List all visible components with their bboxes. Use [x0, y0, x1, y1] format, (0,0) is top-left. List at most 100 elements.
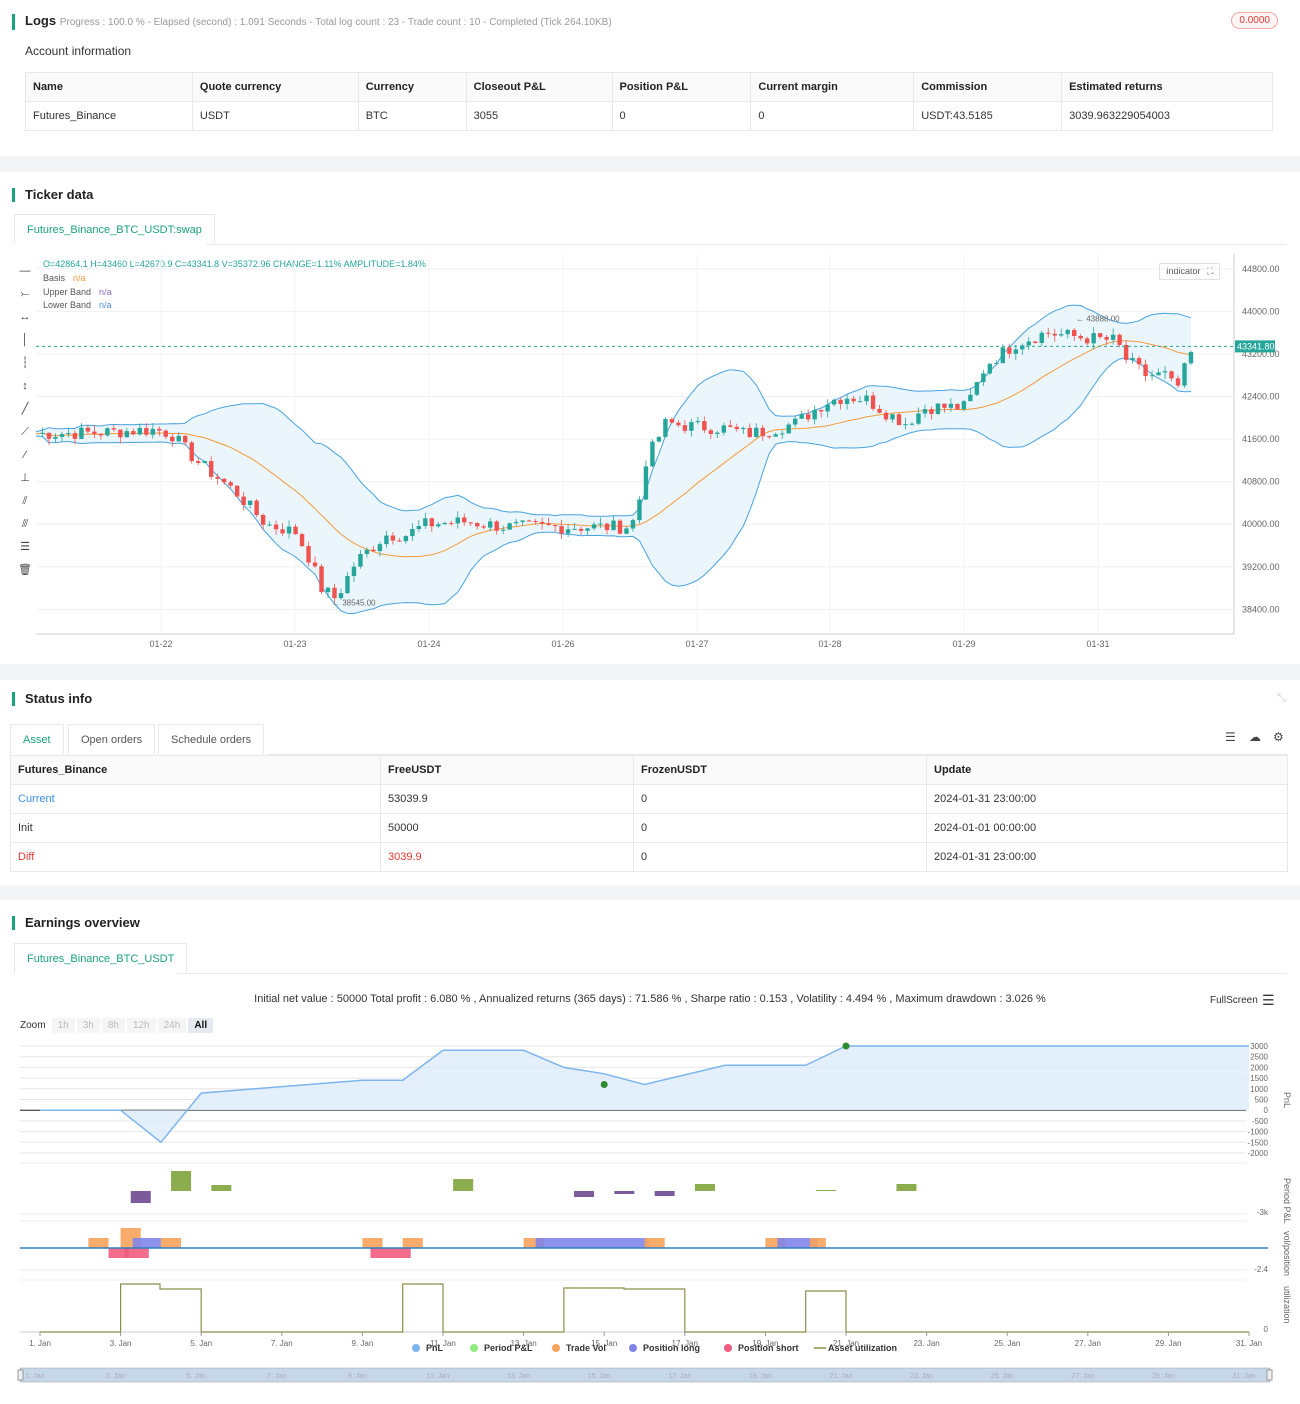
candle-body — [280, 529, 285, 534]
candle-body — [306, 546, 311, 563]
vertical-line-tool-icon[interactable]: │ — [21, 334, 29, 346]
tab-open-orders[interactable]: Open orders — [68, 724, 156, 754]
row-update: 2024-01-31 23:00:00 — [926, 842, 1288, 872]
trend-line-tool-icon[interactable]: ╱ — [21, 403, 29, 415]
lower-band-line — [36, 357, 1192, 615]
logs-badge[interactable]: 0.0000 — [1231, 12, 1278, 29]
vol-position-bar — [644, 1238, 665, 1248]
candle-body — [526, 520, 532, 522]
candle-body — [98, 433, 104, 436]
vol-position-bar — [402, 1238, 423, 1248]
account-cell: USDT — [191, 101, 359, 131]
pnl-tick-label: 2500 — [1250, 1053, 1268, 1062]
candle-body — [416, 526, 422, 529]
legend-marker — [629, 1344, 637, 1352]
tab-asset[interactable]: Asset — [10, 724, 64, 754]
tab-schedule-orders[interactable]: Schedule orders — [158, 724, 265, 754]
candle-body — [1110, 334, 1116, 340]
horizontal-ray-tool-icon[interactable]: ⤚ — [20, 288, 30, 300]
candle-body — [981, 373, 986, 383]
vol-position-bar — [777, 1238, 818, 1248]
ticker-title: Ticker data — [12, 188, 93, 202]
candle-body — [695, 421, 701, 423]
candle-body — [715, 432, 720, 435]
y-tick-label: 42400.00 — [1242, 392, 1280, 402]
x-tick-label: 19. Jan — [752, 1339, 778, 1348]
zoom-button-All[interactable]: All — [188, 1018, 214, 1033]
period-pnl-bar — [614, 1191, 635, 1194]
col-header-name: Futures_Binance — [10, 755, 381, 785]
fib-retracement-tool-icon[interactable]: ☰ — [20, 541, 30, 553]
upper-band-line — [36, 304, 1192, 517]
candle-body — [1188, 352, 1194, 364]
candle-body — [260, 515, 266, 525]
candle-body — [332, 587, 337, 599]
candle-body — [1117, 334, 1122, 345]
candle-body — [40, 432, 45, 434]
candle-body — [157, 428, 162, 431]
candle-body — [617, 520, 623, 534]
account-title: Account information — [25, 44, 132, 58]
candle-body — [1149, 375, 1155, 377]
candle-body — [1007, 347, 1012, 354]
candle-body — [747, 427, 752, 437]
parallel-channel-tool-icon[interactable]: ⫽ — [22, 495, 28, 507]
candlestick-chart[interactable]: 44800.00 44000.00 43200.00 42400.00 41600.00… — [36, 254, 1284, 652]
horizontal-line-tool-icon[interactable]: — — [19, 265, 31, 277]
y-tick-label: 39200.00 — [1242, 562, 1280, 572]
candle-body — [488, 521, 493, 528]
candle-body — [397, 540, 402, 542]
fullscreen-button[interactable]: FullScreen — [1210, 995, 1258, 1006]
menu-icon[interactable]: ☰ — [1262, 992, 1275, 1008]
x-tick-label: 01-27 — [685, 639, 708, 649]
row-free: 53039.9 — [380, 784, 634, 814]
x-tick-label: 11. Jan — [430, 1339, 456, 1348]
vertical-segment-tool-icon[interactable]: ┆ — [21, 357, 29, 369]
indicator-button-label: Indicator — [1166, 266, 1201, 276]
navigator-label: 11. Jan — [427, 1373, 450, 1380]
indicator-button[interactable]: Indicator ⛶ — [1159, 263, 1221, 280]
candle-body — [883, 412, 889, 420]
candle-body — [345, 575, 350, 594]
expand-icon[interactable]: ⛶ — [1207, 266, 1214, 276]
earnings-panel: Earnings overview Futures_Binance_BTC_US… — [0, 900, 1300, 1404]
ray-tool-icon[interactable]: ⟋ — [21, 426, 29, 438]
cloud-download-icon[interactable]: ☁ — [1249, 730, 1261, 744]
candle-body — [137, 427, 143, 435]
extended-line-tool-icon[interactable]: ↔ — [19, 311, 31, 323]
zoom-button-12h[interactable]: 12h — [126, 1018, 156, 1033]
x-tick-label: 15. Jan — [591, 1339, 617, 1348]
price-range-tool-icon[interactable]: ⊥ — [20, 472, 30, 484]
zoom-button-8h[interactable]: 8h — [101, 1018, 125, 1033]
earnings-chart[interactable]: 300025002000150010005000-500-1000-1500-2… — [0, 1038, 1300, 1404]
pnl-tick-label: -1000 — [1248, 1128, 1269, 1137]
ticker-tab[interactable]: Futures_Binance_BTC_USDT:swap — [14, 214, 215, 244]
navigator-handle-left — [17, 1369, 24, 1381]
x-tick-label: 01-22 — [149, 639, 172, 649]
list-icon[interactable]: ☰ — [1225, 730, 1236, 744]
candle-body — [520, 520, 525, 522]
earnings-tab[interactable]: Futures_Binance_BTC_USDT — [14, 943, 188, 973]
zoom-button-24h[interactable]: 24h — [157, 1018, 187, 1033]
trash-icon[interactable]: 🗑 — [18, 564, 32, 576]
pnl-tick-label: 2000 — [1250, 1063, 1268, 1072]
candle-body — [163, 430, 168, 437]
band-fill — [36, 305, 1191, 614]
col-header-update: Update — [926, 755, 1288, 785]
vertical-arrow-tool-icon[interactable]: ↕ — [22, 380, 28, 392]
segment-tool-icon[interactable]: ⁄ — [24, 449, 26, 461]
legend-item: Basis n/a — [43, 272, 112, 286]
candle-body — [429, 518, 435, 527]
candle-body — [312, 562, 318, 567]
vol-position-bar — [160, 1238, 182, 1248]
candle-body — [183, 435, 188, 443]
account-cell: BTC — [357, 101, 467, 131]
earnings-title: Earnings overview — [12, 916, 140, 930]
candle-body — [728, 425, 733, 427]
zoom-button-3h[interactable]: 3h — [76, 1018, 100, 1033]
pitchfork-tool-icon[interactable]: ⫻ — [21, 518, 29, 530]
settings-gear-icon[interactable]: ⚙ — [1273, 730, 1284, 744]
collapse-icon[interactable]: ⤡ — [1277, 692, 1286, 704]
zoom-button-1h[interactable]: 1h — [51, 1018, 75, 1033]
candle-body — [708, 430, 714, 435]
